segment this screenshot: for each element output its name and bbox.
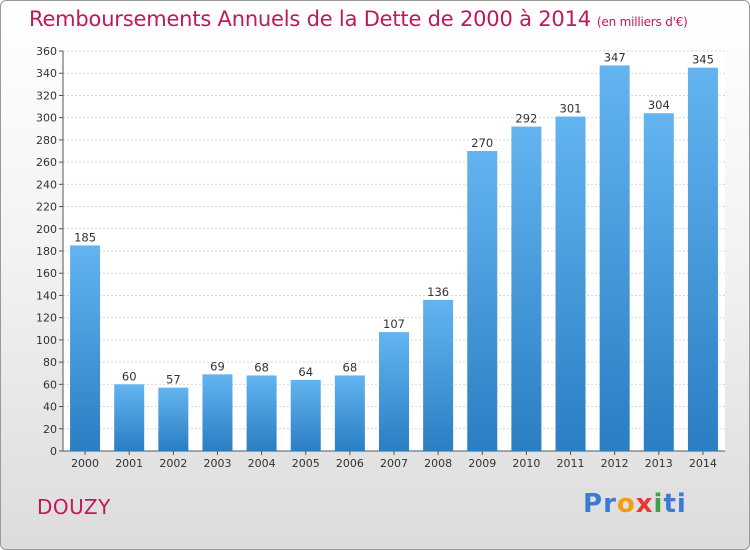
x-tick-label-2011: 2011	[557, 457, 585, 470]
y-tick-label: 140	[36, 289, 57, 302]
chart-subtitle: (en milliers d'€)	[596, 15, 688, 29]
logo-letter: i	[653, 489, 664, 519]
data-label-2009: 270	[471, 136, 493, 150]
bar-2001	[114, 384, 145, 451]
chart-title: Remboursements Annuels de la Dette de 20…	[29, 7, 688, 31]
x-tick-label-2007: 2007	[380, 457, 408, 470]
bar-2014	[687, 67, 718, 452]
data-label-2011: 301	[560, 102, 582, 116]
bar-2003	[202, 374, 233, 451]
y-tick-label: 340	[36, 67, 57, 80]
logo-letter: x	[635, 489, 654, 519]
chart-title-text: Remboursements Annuels de la Dette de 20…	[29, 7, 591, 31]
data-label-2006: 68	[343, 360, 358, 374]
commune-name: DOUZY	[37, 495, 111, 519]
bar-2002	[158, 387, 189, 451]
x-tick-label-2012: 2012	[601, 457, 629, 470]
y-tick-label: 40	[43, 401, 57, 414]
x-tick-label-2000: 2000	[71, 457, 99, 470]
y-tick-label: 280	[36, 134, 57, 147]
data-label-2000: 185	[74, 230, 96, 244]
data-label-2012: 347	[604, 50, 626, 64]
data-label-2007: 107	[383, 317, 405, 331]
bar-2007	[378, 332, 410, 451]
y-tick-label: 300	[36, 112, 57, 125]
data-label-2003: 69	[210, 359, 225, 373]
y-tick-label: 80	[43, 356, 57, 369]
bar-2013	[643, 113, 674, 451]
data-label-2002: 57	[166, 373, 181, 387]
y-tick-label: 220	[36, 201, 57, 214]
data-label-2004: 68	[254, 360, 269, 374]
y-tick-label: 0	[50, 445, 57, 458]
y-tick-label: 180	[36, 245, 57, 258]
y-tick-label: 200	[36, 223, 57, 236]
x-tick-label-2003: 2003	[203, 457, 231, 470]
data-label-2001: 60	[122, 369, 137, 383]
bar-2012	[599, 65, 630, 451]
data-label-2010: 292	[515, 112, 537, 126]
data-label-2014: 345	[692, 53, 714, 67]
x-tick-label-2010: 2010	[512, 457, 540, 470]
y-tick-label: 320	[36, 89, 57, 102]
x-tick-label-2009: 2009	[468, 457, 496, 470]
data-label-2005: 64	[298, 365, 313, 379]
y-tick-label: 100	[36, 334, 57, 347]
logo-letter: P	[583, 489, 604, 519]
bar-2004	[246, 375, 277, 451]
y-tick-label: 20	[43, 423, 57, 436]
x-tick-label-2001: 2001	[115, 457, 143, 470]
x-tick-label-2013: 2013	[645, 457, 673, 470]
x-tick-label-2004: 2004	[248, 457, 276, 470]
x-tick-label-2005: 2005	[292, 457, 320, 470]
y-tick-label: 60	[43, 378, 57, 391]
bar-2011	[555, 116, 586, 452]
bar-2010	[511, 126, 542, 452]
logo-letter: r	[603, 489, 617, 519]
bar-2008	[423, 299, 454, 451]
x-tick-label-2008: 2008	[424, 457, 452, 470]
y-tick-label: 160	[36, 267, 57, 280]
x-tick-label-2014: 2014	[689, 457, 717, 470]
data-label-2008: 136	[427, 285, 449, 299]
data-label-2013: 304	[648, 98, 670, 112]
y-tick-label: 240	[36, 178, 57, 191]
x-tick-label-2006: 2006	[336, 457, 364, 470]
bar-2009	[467, 151, 498, 451]
logo-letter: o	[616, 489, 636, 519]
proxiti-logo: Proxiti	[583, 489, 687, 519]
logo-letter: i	[676, 489, 687, 519]
x-tick-label-2002: 2002	[159, 457, 187, 470]
bar-2005	[290, 379, 321, 451]
y-tick-label: 360	[36, 45, 57, 58]
y-tick-label: 260	[36, 156, 57, 169]
logo-letter: t	[663, 489, 677, 519]
bar-2000	[70, 245, 101, 451]
y-tick-label: 120	[36, 312, 57, 325]
bar-2006	[334, 375, 365, 451]
